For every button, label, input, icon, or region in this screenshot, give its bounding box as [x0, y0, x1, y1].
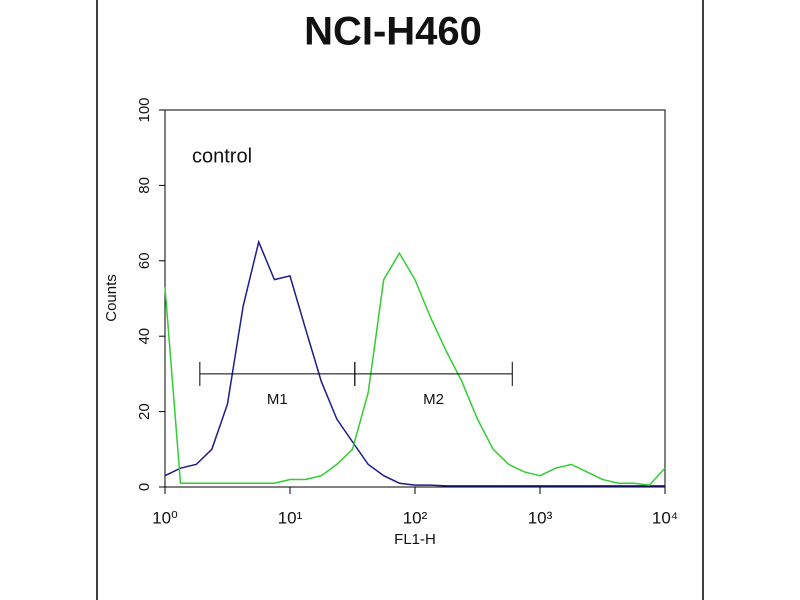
x-axis-label: FL1-H	[394, 531, 436, 548]
histogram-line	[164, 251, 666, 486]
y-tick-label: 80	[136, 177, 153, 194]
y-tick-label: 20	[136, 403, 153, 420]
y-tick-label: 60	[136, 252, 153, 269]
chart-title: NCI-H460	[304, 10, 482, 54]
x-tick-label: 10²	[403, 508, 428, 527]
y-tick-label: 0	[136, 483, 153, 491]
x-tick-label: 10³	[528, 508, 553, 527]
annotation: control	[192, 145, 252, 167]
marker-label: M2	[423, 391, 444, 408]
x-tick-label: 10⁴	[652, 508, 678, 527]
x-tick-label: 10¹	[278, 508, 303, 527]
marker-label: M1	[267, 391, 288, 408]
x-tick-label: 10⁰	[152, 508, 178, 527]
histogram-line	[164, 239, 665, 487]
y-tick-label: 40	[136, 328, 153, 345]
y-tick-label: 100	[136, 97, 153, 122]
y-axis-label: Counts	[103, 274, 120, 322]
